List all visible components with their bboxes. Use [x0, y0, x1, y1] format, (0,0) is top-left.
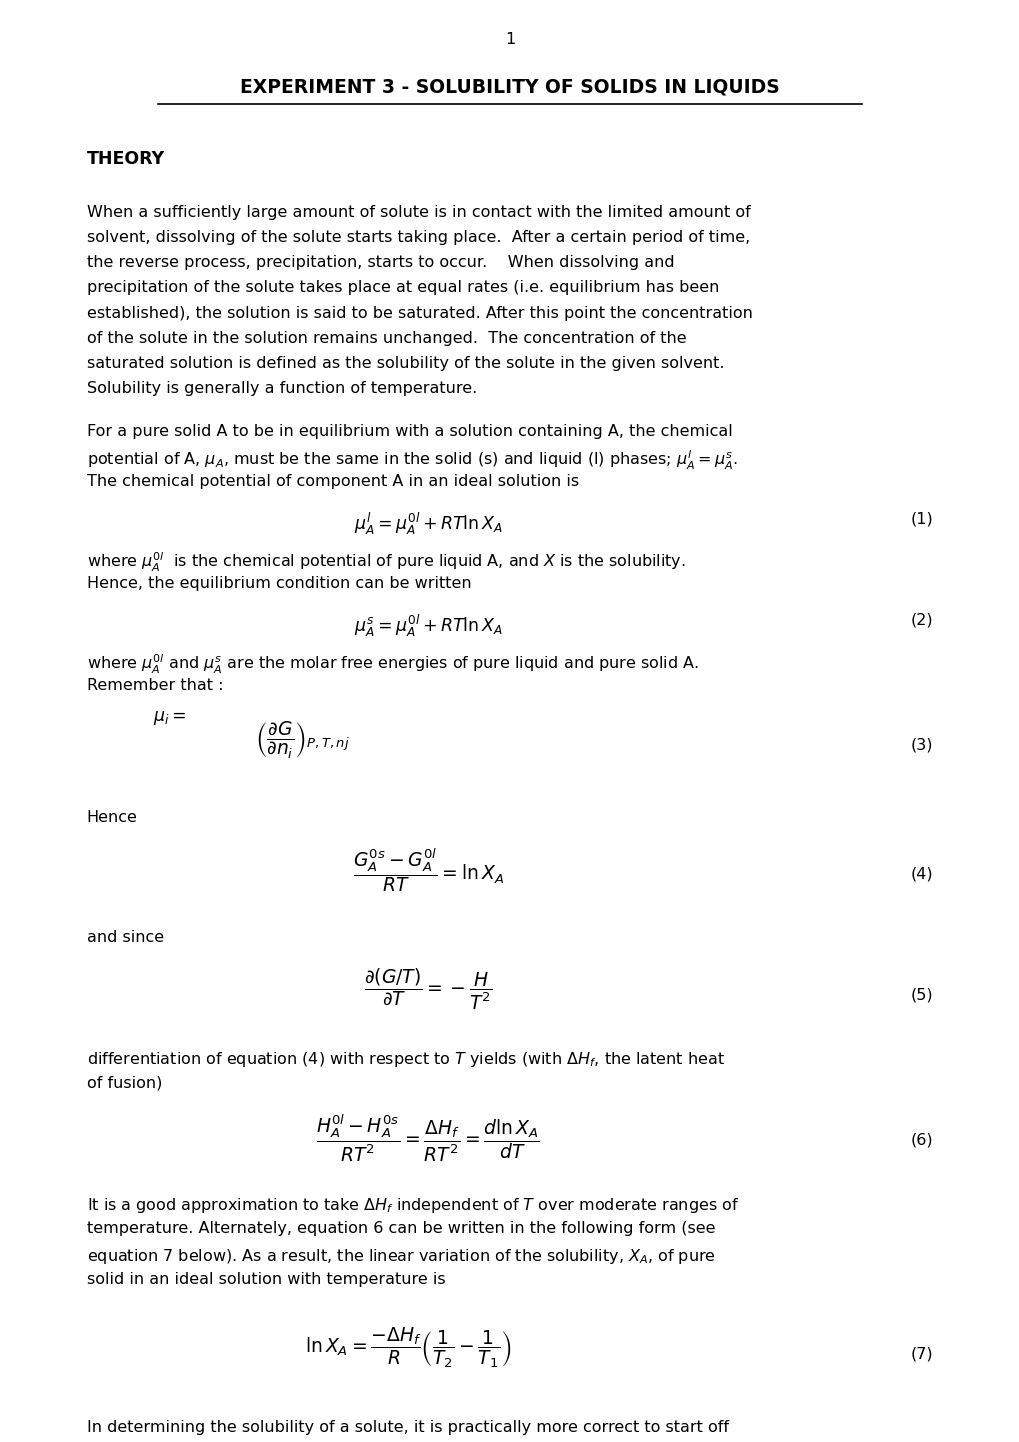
Text: (5): (5): [910, 986, 932, 1002]
Text: $\mu_i =$: $\mu_i =$: [153, 708, 186, 727]
Text: potential of A, $\mu_A$, must be the same in the solid (s) and liquid (l) phases: potential of A, $\mu_A$, must be the sam…: [87, 448, 737, 473]
Text: Hence, the equilibrium condition can be written: Hence, the equilibrium condition can be …: [87, 575, 471, 591]
Text: $\ln X_A = \dfrac{-\Delta H_f}{R}\left(\dfrac{1}{T_2} - \dfrac{1}{T_1}\right)$: $\ln X_A = \dfrac{-\Delta H_f}{R}\left(\…: [305, 1325, 511, 1370]
Text: solvent, dissolving of the solute starts taking place.  After a certain period o: solvent, dissolving of the solute starts…: [87, 229, 749, 245]
Text: The chemical potential of component A in an ideal solution is: The chemical potential of component A in…: [87, 474, 578, 489]
Text: equation 7 below). As a result, the linear variation of the solubility, $X_A$, o: equation 7 below). As a result, the line…: [87, 1246, 715, 1266]
Text: (7): (7): [910, 1345, 932, 1361]
Text: (4): (4): [910, 867, 932, 881]
Text: of fusion): of fusion): [87, 1076, 162, 1090]
Text: differentiation of equation (4) with respect to $T$ yields (with $\Delta H_f$, t: differentiation of equation (4) with res…: [87, 1050, 723, 1070]
Text: temperature. Alternately, equation 6 can be written in the following form (see: temperature. Alternately, equation 6 can…: [87, 1221, 714, 1236]
Text: In determining the solubility of a solute, it is practically more correct to sta: In determining the solubility of a solut…: [87, 1419, 728, 1435]
Text: the reverse process, precipitation, starts to occur.    When dissolving and: the reverse process, precipitation, star…: [87, 255, 674, 270]
Text: established), the solution is said to be saturated. After this point the concent: established), the solution is said to be…: [87, 306, 752, 320]
Text: and since: and since: [87, 930, 164, 945]
Text: Remember that :: Remember that :: [87, 678, 223, 692]
Text: $\left(\dfrac{\partial G}{\partial n_i}\right)_{P,T,nj}$: $\left(\dfrac{\partial G}{\partial n_i}\…: [255, 720, 350, 761]
Text: solid in an ideal solution with temperature is: solid in an ideal solution with temperat…: [87, 1272, 445, 1286]
Text: $\dfrac{H_A^{0l} - H_A^{0s}}{RT^2} = \dfrac{\Delta H_f}{RT^2} = \dfrac{d\ln X_A}: $\dfrac{H_A^{0l} - H_A^{0s}}{RT^2} = \df…: [316, 1112, 540, 1164]
Text: $\dfrac{\partial(G/T)}{\partial T} = -\dfrac{H}{T^2}$: $\dfrac{\partial(G/T)}{\partial T} = -\d…: [364, 966, 492, 1012]
Text: It is a good approximation to take $\Delta H_f$ independent of $T$ over moderate: It is a good approximation to take $\Del…: [87, 1195, 738, 1216]
Text: (2): (2): [910, 613, 932, 627]
Text: For a pure solid A to be in equilibrium with a solution containing A, the chemic: For a pure solid A to be in equilibrium …: [87, 424, 732, 438]
Text: $\mu_A^l = \mu_A^{0l} + RT\ln X_A$: $\mu_A^l = \mu_A^{0l} + RT\ln X_A$: [354, 510, 502, 538]
Text: $\dfrac{G_A^{0s} - G_A^{0l}}{RT} = \ln X_A$: $\dfrac{G_A^{0s} - G_A^{0l}}{RT} = \ln X…: [353, 846, 503, 894]
Text: (3): (3): [910, 737, 932, 753]
Text: where $\mu_A^{0l}$  is the chemical potential of pure liquid A, and $X$ is the s: where $\mu_A^{0l}$ is the chemical poten…: [87, 551, 685, 574]
Text: EXPERIMENT 3 - SOLUBILITY OF SOLIDS IN LIQUIDS: EXPERIMENT 3 - SOLUBILITY OF SOLIDS IN L…: [239, 78, 780, 97]
Text: When a sufficiently large amount of solute is in contact with the limited amount: When a sufficiently large amount of solu…: [87, 205, 750, 219]
Text: of the solute in the solution remains unchanged.  The concentration of the: of the solute in the solution remains un…: [87, 330, 686, 346]
Text: where $\mu_A^{0l}$ and $\mu_A^s$ are the molar free energies of pure liquid and : where $\mu_A^{0l}$ and $\mu_A^s$ are the…: [87, 652, 698, 676]
Text: (6): (6): [910, 1132, 932, 1148]
Text: $\mu_A^s = \mu_A^{0l} + RT\ln X_A$: $\mu_A^s = \mu_A^{0l} + RT\ln X_A$: [354, 613, 502, 639]
Text: (1): (1): [910, 510, 932, 526]
Text: THEORY: THEORY: [87, 150, 165, 167]
Text: precipitation of the solute takes place at equal rates (i.e. equilibrium has bee: precipitation of the solute takes place …: [87, 280, 718, 296]
Text: saturated solution is defined as the solubility of the solute in the given solve: saturated solution is defined as the sol…: [87, 356, 723, 371]
Text: Hence: Hence: [87, 809, 138, 825]
Text: 1: 1: [504, 32, 515, 46]
Text: Solubility is generally a function of temperature.: Solubility is generally a function of te…: [87, 381, 477, 397]
